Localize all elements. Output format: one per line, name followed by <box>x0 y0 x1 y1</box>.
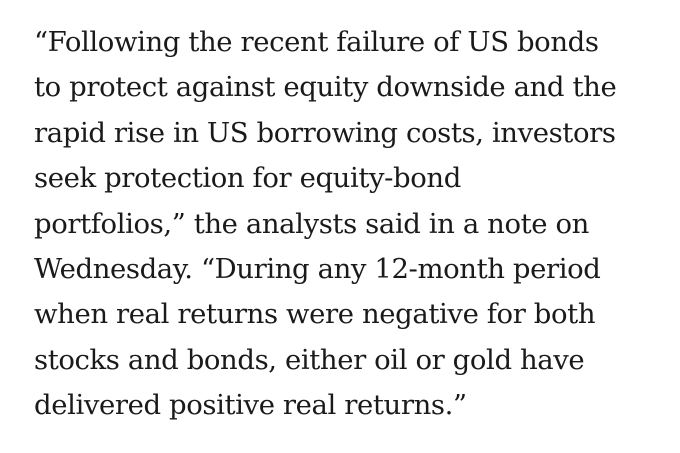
paragraph-line: Wednesday. “During any 12-month period <box>34 253 601 286</box>
paragraph-line: “Following the recent failure of US bond… <box>34 26 599 58</box>
paragraph-line: stocks and bonds, either oil or gold hav… <box>34 343 585 376</box>
paragraph-line: portfolios,” the analysts said in a note… <box>34 207 589 240</box>
article-paragraph: “Following the recent failure of US bond… <box>34 20 664 429</box>
paragraph-line: delivered positive real returns.” <box>34 389 467 422</box>
paragraph-line: rapid rise in US borrowing costs, invest… <box>34 116 616 149</box>
paragraph-line: seek protection for equity-bond <box>34 162 461 195</box>
paragraph-line: to protect against equity downside and t… <box>34 71 617 104</box>
paragraph-line: when real returns were negative for both <box>34 298 596 331</box>
